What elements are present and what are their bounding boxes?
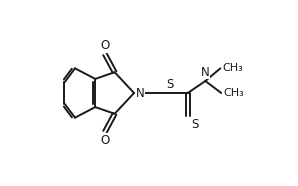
Text: N: N [135, 86, 144, 100]
Text: S: S [167, 78, 174, 91]
Text: N: N [201, 66, 210, 79]
Text: CH₃: CH₃ [223, 88, 244, 98]
Text: S: S [191, 118, 199, 131]
Text: CH₃: CH₃ [222, 63, 243, 73]
Text: O: O [100, 134, 110, 147]
Text: O: O [100, 39, 110, 52]
